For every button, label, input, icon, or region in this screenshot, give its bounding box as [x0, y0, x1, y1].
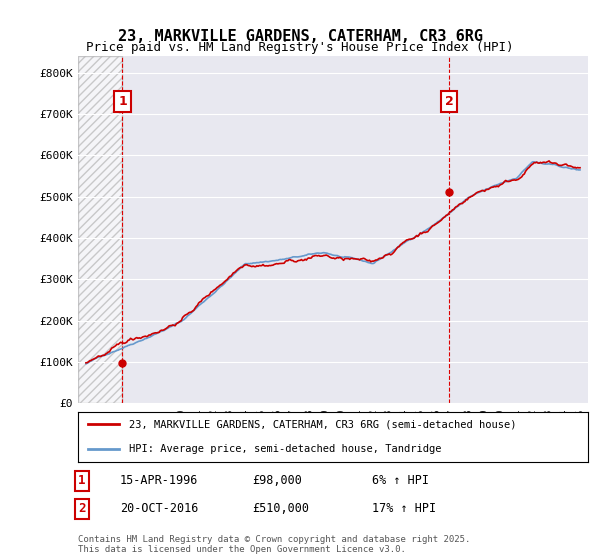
Text: 23, MARKVILLE GARDENS, CATERHAM, CR3 6RG: 23, MARKVILLE GARDENS, CATERHAM, CR3 6RG [118, 29, 482, 44]
Bar [78, 56, 122, 403]
Text: Price paid vs. HM Land Registry's House Price Index (HPI): Price paid vs. HM Land Registry's House … [86, 41, 514, 54]
Text: 23, MARKVILLE GARDENS, CATERHAM, CR3 6RG (semi-detached house): 23, MARKVILLE GARDENS, CATERHAM, CR3 6RG… [129, 419, 517, 429]
Text: 17% ↑ HPI: 17% ↑ HPI [372, 502, 436, 515]
Text: HPI: Average price, semi-detached house, Tandridge: HPI: Average price, semi-detached house,… [129, 445, 442, 454]
Text: 1: 1 [78, 474, 86, 487]
Text: 20-OCT-2016: 20-OCT-2016 [120, 502, 199, 515]
Text: 6% ↑ HPI: 6% ↑ HPI [372, 474, 429, 487]
Text: £98,000: £98,000 [252, 474, 302, 487]
Text: 1: 1 [118, 95, 127, 108]
Text: 2: 2 [445, 95, 454, 108]
Bar [78, 56, 122, 403]
Text: 2: 2 [78, 502, 86, 515]
Text: £510,000: £510,000 [252, 502, 309, 515]
Text: Contains HM Land Registry data © Crown copyright and database right 2025.
This d: Contains HM Land Registry data © Crown c… [78, 535, 470, 554]
Text: 15-APR-1996: 15-APR-1996 [120, 474, 199, 487]
